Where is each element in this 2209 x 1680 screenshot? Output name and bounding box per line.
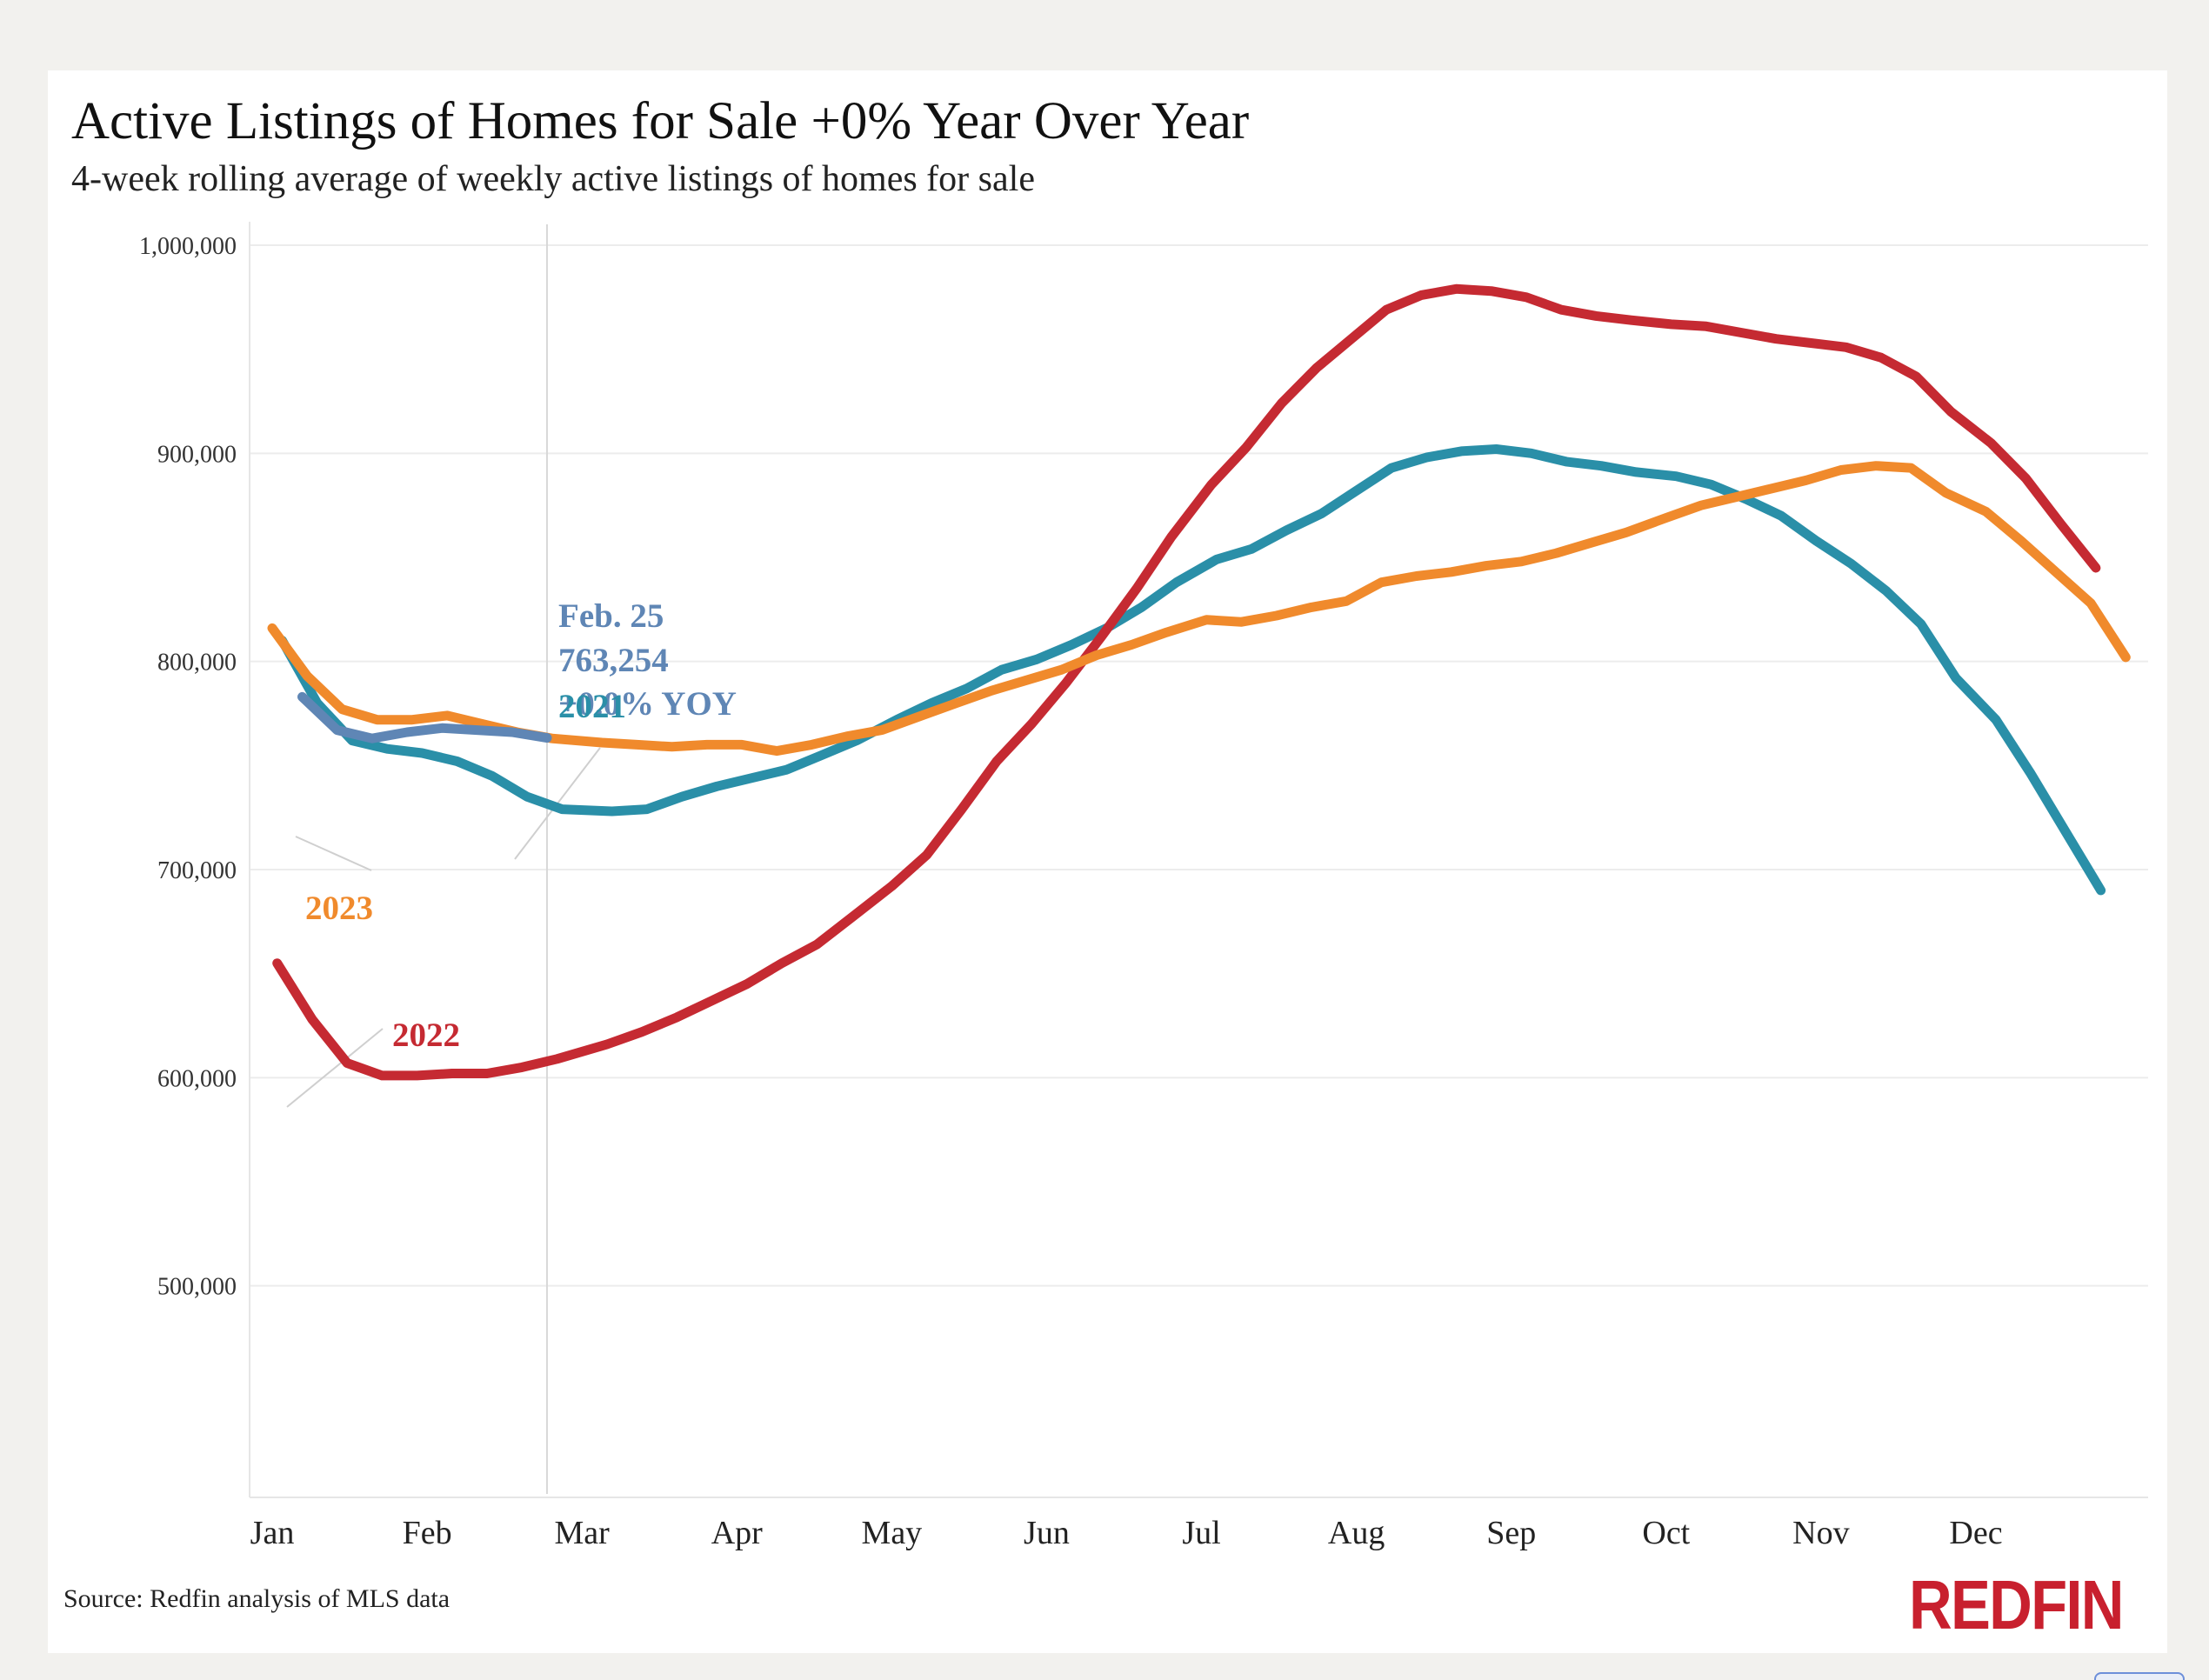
source-note: Source: Redfin analysis of MLS data [63, 1584, 450, 1613]
y-tick-label: 600,000 [157, 1065, 237, 1092]
x-tick-label: Apr [711, 1515, 763, 1551]
chart-title: Active Listings of Homes for Sale +0% Ye… [71, 92, 1250, 150]
x-tick-label: Mar [555, 1515, 611, 1551]
annotation-label: 2022 [392, 1017, 460, 1054]
annotation-label: +0.0% YOY [558, 685, 737, 723]
x-tick-label: Oct [1642, 1515, 1690, 1551]
series-line-2024 [297, 691, 552, 743]
scrollbar-nub[interactable] [2094, 1672, 2185, 1680]
x-tick-label: Jan [250, 1515, 295, 1551]
leader-line-2023 [295, 836, 372, 871]
annotation-label: 2023 [305, 890, 373, 927]
x-tick-label: May [862, 1515, 923, 1551]
y-tick-label: 800,000 [157, 650, 237, 677]
x-tick-label: Jun [1024, 1515, 1070, 1551]
redfin-logo: REDFIN [1909, 1566, 2124, 1643]
annotation-label: Feb. 25 [558, 597, 664, 635]
x-tick-label: Jul [1182, 1515, 1220, 1551]
chart-card [48, 70, 2167, 1653]
y-tick-label: 1,000,000 [139, 233, 237, 260]
x-tick-label: Nov [1792, 1515, 1849, 1551]
annotation-label: 763,254 [558, 642, 669, 679]
y-tick-label: 500,000 [157, 1274, 237, 1301]
x-tick-label: Feb [403, 1515, 452, 1551]
series-line-2022 [272, 283, 2101, 1081]
series-line-2023 [267, 461, 2131, 757]
y-tick-label: 700,000 [157, 857, 237, 884]
annotation-label: 2021 [558, 688, 626, 725]
x-tick-label: Dec [1949, 1515, 2002, 1551]
y-tick-label: 900,000 [157, 441, 237, 468]
series-line-2021 [277, 444, 2106, 896]
leader-line-2022 [286, 1028, 384, 1108]
x-tick-label: Aug [1328, 1515, 1385, 1551]
chart-subtitle: 4-week rolling average of weekly active … [71, 159, 1035, 199]
x-tick-label: Sep [1486, 1515, 1536, 1551]
